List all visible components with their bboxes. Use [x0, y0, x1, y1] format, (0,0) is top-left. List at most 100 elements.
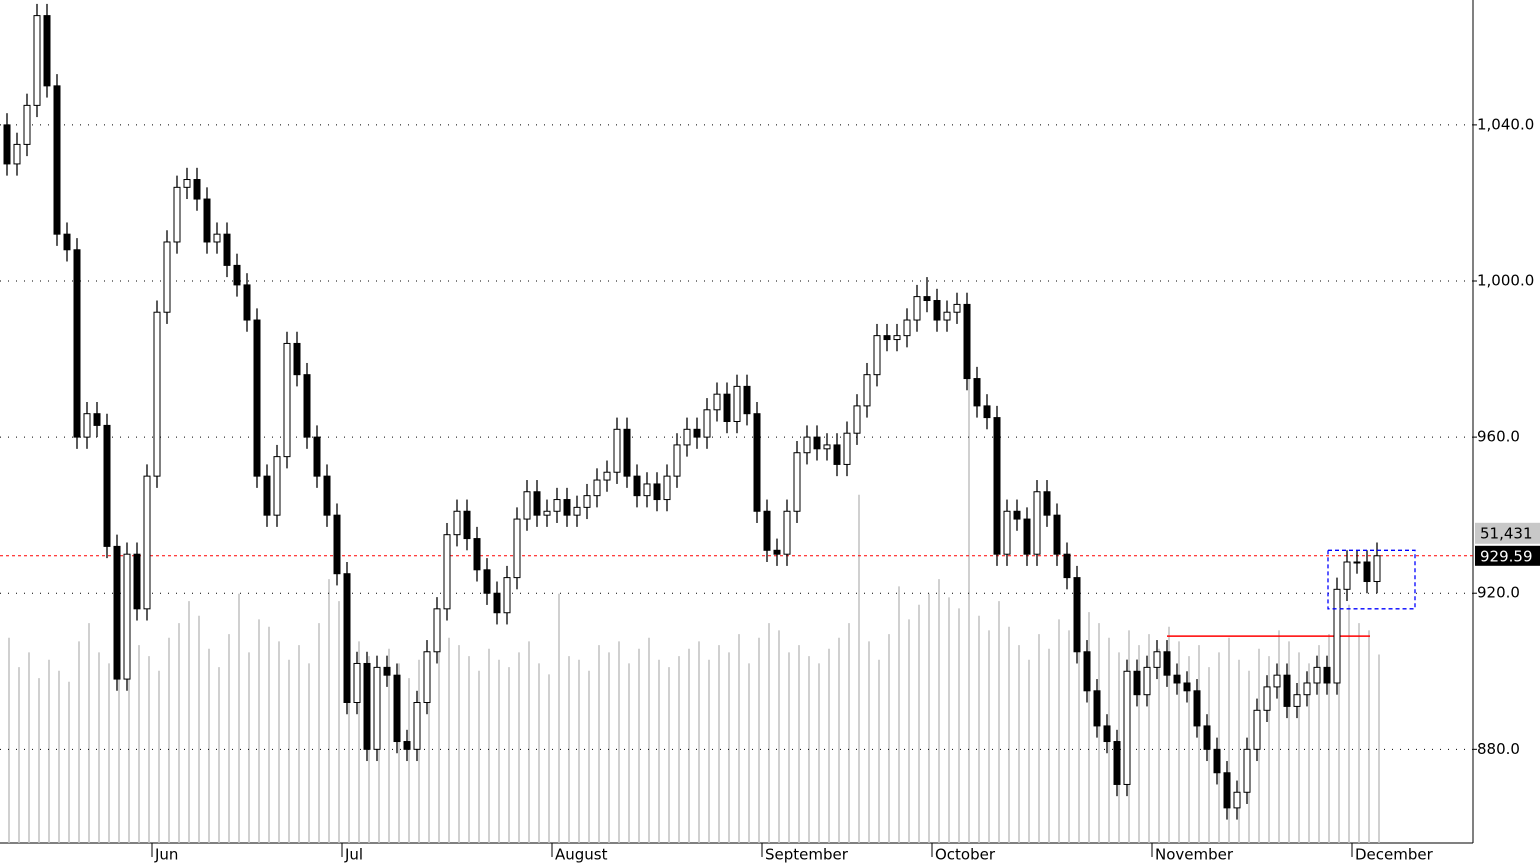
- candle-body: [763, 510, 771, 551]
- candle-body: [1363, 561, 1371, 583]
- candle-body: [773, 549, 781, 555]
- candle-body: [1173, 674, 1181, 684]
- candle-body: [1203, 725, 1211, 750]
- candle-body: [1313, 666, 1321, 684]
- candle-body: [1153, 651, 1161, 668]
- candle-body: [1123, 670, 1131, 785]
- candle-body: [273, 456, 281, 516]
- candle-body: [103, 424, 111, 547]
- candle-body: [753, 413, 761, 512]
- last-price-label: 929.59: [1480, 547, 1533, 565]
- candle-body: [973, 378, 981, 407]
- x-tick-label: November: [1155, 846, 1234, 864]
- candle-body: [993, 417, 1001, 555]
- candle-body: [393, 674, 401, 743]
- candle-body: [1133, 670, 1141, 696]
- candle-body: [253, 319, 261, 477]
- y-tick-label: 1,040.0: [1477, 115, 1534, 133]
- candle-body: [133, 553, 141, 610]
- candle-body: [463, 510, 471, 540]
- candle-body: [513, 518, 521, 579]
- candle-body: [1253, 709, 1261, 750]
- x-tick-label: October: [935, 846, 996, 864]
- candle-body: [803, 436, 811, 454]
- candle-body: [543, 510, 551, 516]
- candle-body: [23, 104, 31, 145]
- candle-body: [1073, 577, 1081, 653]
- candle-body: [663, 475, 671, 501]
- candle-body: [193, 179, 201, 200]
- candle-body: [1033, 491, 1041, 555]
- candle-body: [1343, 561, 1351, 590]
- candle-body: [603, 471, 611, 481]
- candle-body: [563, 499, 571, 516]
- candle-body: [1023, 518, 1031, 555]
- candle-body: [653, 483, 661, 501]
- candle-body: [893, 335, 901, 341]
- candle-body: [733, 385, 741, 422]
- y-tick-label: 880.0: [1477, 740, 1520, 758]
- candle-body: [453, 510, 461, 536]
- candle-body: [1143, 666, 1151, 696]
- candle-body: [1213, 748, 1221, 774]
- candle-body: [403, 741, 411, 750]
- candle-body: [523, 491, 531, 520]
- candle-body: [783, 510, 791, 555]
- candle-body: [1233, 791, 1241, 809]
- candle-body: [1003, 510, 1011, 555]
- candle-body: [73, 249, 81, 438]
- candle-body: [983, 405, 991, 419]
- candle-body: [1163, 651, 1171, 676]
- candle-body: [43, 15, 51, 87]
- candle-body: [793, 452, 801, 512]
- candle-body: [553, 499, 561, 512]
- candle-body: [923, 296, 931, 302]
- candle-body: [143, 475, 151, 610]
- candle-body: [1303, 682, 1311, 696]
- candle-body: [1193, 690, 1201, 727]
- candle-body: [83, 413, 91, 438]
- candle-body: [853, 405, 861, 434]
- x-tick-label: Jul: [344, 846, 363, 864]
- candle-body: [1053, 514, 1061, 555]
- candle-body: [383, 666, 391, 676]
- x-tick-label: December: [1355, 846, 1434, 864]
- candle-body: [243, 284, 251, 321]
- candle-body: [333, 514, 341, 575]
- candle-body: [833, 444, 841, 465]
- candle-body: [343, 573, 351, 703]
- candle-body: [233, 264, 241, 286]
- candle-body: [613, 428, 621, 473]
- candle-body: [1333, 588, 1341, 684]
- candle-body: [903, 319, 911, 337]
- candle-body: [1063, 553, 1071, 579]
- candle-body: [743, 385, 751, 415]
- candle-body: [123, 553, 131, 680]
- last-price-box: [1475, 545, 1540, 566]
- candle-body: [943, 311, 951, 321]
- candle-body: [1273, 674, 1281, 688]
- candle-body: [703, 409, 711, 438]
- candle-body: [913, 296, 921, 321]
- candle-body: [963, 303, 971, 380]
- candle-body: [713, 393, 721, 411]
- candle-body: [203, 198, 211, 243]
- candle-body: [113, 545, 121, 680]
- candle-body: [493, 592, 501, 614]
- candle-body: [3, 124, 11, 165]
- candle-body: [633, 475, 641, 497]
- candle-body: [623, 428, 631, 477]
- candle-body: [283, 342, 291, 458]
- candle-body: [473, 538, 481, 571]
- candle-body: [423, 651, 431, 704]
- candle-body: [153, 311, 161, 477]
- x-tick-label: August: [555, 846, 608, 864]
- candle-body: [1353, 561, 1361, 564]
- candle-body: [33, 15, 41, 106]
- highlight-box: [1327, 549, 1416, 610]
- volume-label-box: [1475, 522, 1540, 544]
- candle-body: [863, 374, 871, 407]
- candle-body: [1093, 690, 1101, 727]
- x-tick-label: September: [765, 846, 849, 864]
